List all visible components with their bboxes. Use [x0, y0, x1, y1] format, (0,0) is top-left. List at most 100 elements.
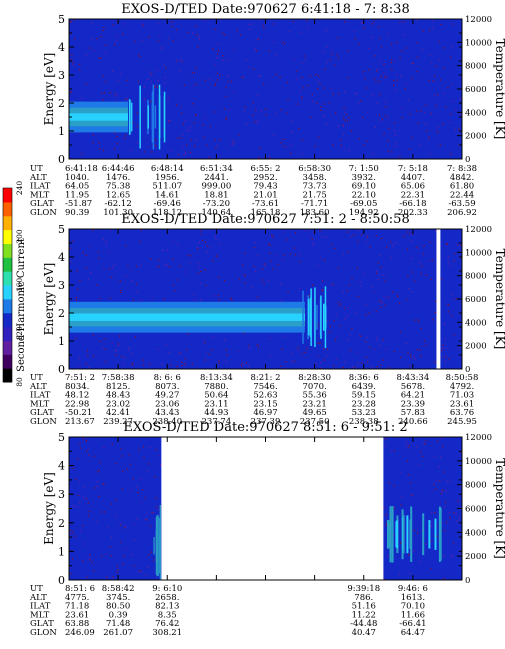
noise-pixel	[422, 30, 424, 32]
cell-glat: 43.43	[155, 408, 179, 418]
band-streak	[151, 91, 154, 143]
noise-pixel	[381, 118, 383, 120]
noise-pixel	[403, 21, 405, 23]
noise-pixel	[120, 524, 122, 526]
noise-pixel	[105, 361, 107, 363]
noise-pixel	[126, 79, 128, 81]
noise-pixel	[315, 363, 317, 365]
noise-pixel	[112, 24, 114, 26]
noise-pixel	[312, 242, 314, 244]
data-gap	[436, 229, 441, 369]
cell-ut: 7: 8:38	[447, 164, 477, 174]
noise-pixel	[190, 139, 192, 141]
noise-pixel	[114, 349, 116, 352]
noise-pixel	[168, 37, 170, 39]
noise-pixel	[383, 274, 385, 276]
noise-pixel	[376, 339, 378, 341]
noise-pixel	[121, 488, 123, 491]
noise-pixel	[388, 367, 390, 369]
noise-pixel	[429, 241, 431, 243]
noise-pixel	[328, 102, 330, 104]
noise-pixel	[348, 284, 351, 286]
noise-pixel	[157, 509, 159, 511]
noise-pixel	[333, 365, 335, 367]
noise-pixel	[160, 463, 162, 465]
noise-pixel	[138, 449, 140, 451]
noise-pixel	[148, 71, 150, 73]
noise-pixel	[275, 113, 277, 115]
cell-ut: 8:51: 6	[65, 584, 95, 594]
noise-pixel	[218, 360, 220, 362]
noise-pixel	[326, 46, 328, 48]
noise-pixel	[448, 512, 450, 514]
noise-pixel	[233, 90, 235, 92]
noise-pixel	[383, 297, 385, 299]
cell-ilat: 48.12	[65, 391, 89, 401]
noise-pixel	[198, 241, 200, 243]
noise-pixel	[294, 254, 297, 256]
noise-pixel	[357, 241, 359, 243]
noise-pixel	[340, 303, 342, 305]
cell-glon: 308.21	[152, 628, 182, 638]
noise-pixel	[252, 114, 254, 116]
noise-pixel	[335, 358, 337, 360]
noise-pixel	[450, 56, 452, 58]
y-tick-label: 4	[58, 251, 65, 264]
noise-pixel	[112, 70, 114, 72]
noise-pixel	[423, 245, 425, 247]
noise-pixel	[255, 109, 257, 111]
noise-pixel	[404, 88, 406, 90]
y2-axis-label: Temperature [K]	[493, 458, 505, 559]
noise-pixel	[125, 135, 127, 137]
noise-pixel	[111, 443, 113, 445]
noise-pixel	[193, 293, 195, 295]
noise-pixel	[283, 367, 285, 369]
noise-pixel	[323, 348, 325, 350]
noise-pixel	[177, 279, 179, 281]
noise-pixel	[205, 353, 207, 355]
noise-pixel	[376, 365, 378, 368]
noise-pixel	[117, 343, 119, 345]
noise-pixel	[405, 440, 407, 442]
noise-pixel	[206, 251, 208, 253]
noise-pixel	[348, 150, 350, 152]
noise-pixel	[407, 352, 409, 354]
noise-pixel	[219, 75, 221, 77]
noise-pixel	[155, 145, 157, 147]
noise-pixel	[99, 461, 101, 463]
y-tick-label: 2	[58, 517, 65, 530]
noise-pixel	[131, 554, 133, 556]
noise-pixel	[124, 527, 126, 529]
noise-pixel	[362, 71, 365, 73]
noise-pixel	[360, 21, 362, 24]
noise-pixel	[209, 246, 211, 248]
colorbar-segment	[3, 326, 12, 341]
noise-pixel	[309, 74, 311, 77]
noise-pixel	[418, 262, 420, 264]
noise-pixel	[349, 349, 351, 351]
colorbar-segment	[3, 340, 12, 355]
noise-pixel	[444, 506, 446, 508]
noise-pixel	[197, 262, 199, 264]
band-streak	[316, 304, 318, 330]
cell-ut: 9:39:18	[347, 584, 380, 594]
noise-pixel	[331, 243, 333, 245]
noise-pixel	[425, 344, 427, 346]
y-tick-label: 4	[58, 460, 65, 473]
noise-pixel	[287, 98, 289, 100]
noise-pixel	[432, 26, 434, 28]
noise-pixel	[181, 112, 183, 114]
noise-pixel	[334, 64, 336, 66]
noise-pixel	[243, 76, 245, 78]
noise-pixel	[413, 550, 415, 552]
noise-pixel	[366, 140, 368, 142]
noise-pixel	[382, 359, 384, 361]
cell-ilat: 49.27	[155, 391, 179, 401]
noise-pixel	[393, 79, 395, 82]
cell-glat: 57.83	[401, 408, 425, 418]
noise-pixel	[189, 130, 191, 132]
noise-pixel	[140, 501, 142, 503]
noise-pixel	[443, 323, 445, 325]
noise-pixel	[102, 99, 104, 101]
noise-pixel	[258, 157, 260, 159]
